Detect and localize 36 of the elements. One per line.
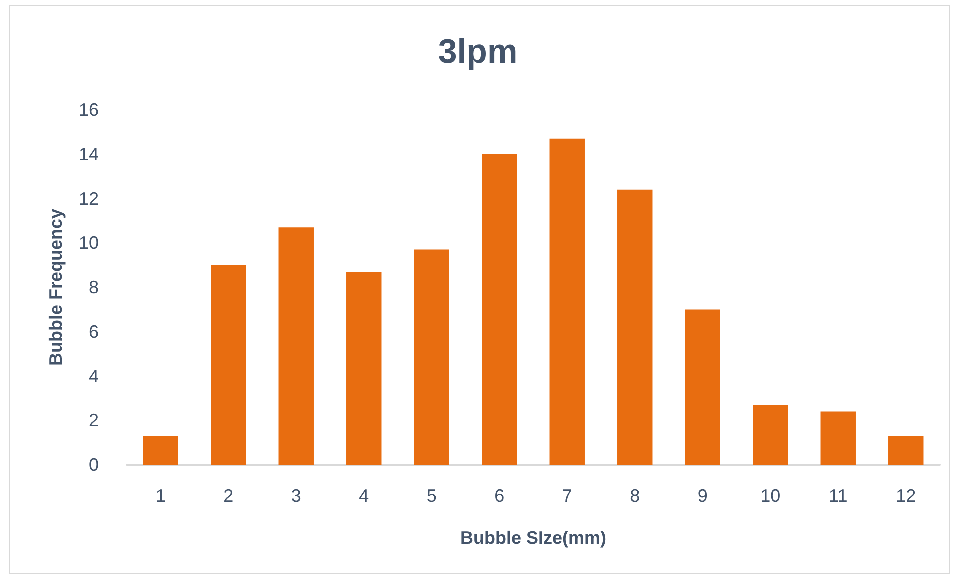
- bar: [685, 310, 720, 465]
- bar: [482, 154, 518, 465]
- bar: [143, 436, 178, 465]
- bar: [278, 228, 314, 465]
- bar: [820, 412, 856, 465]
- x-tick-label: 7: [562, 486, 572, 506]
- bar: [618, 190, 653, 465]
- x-tick-label: 9: [698, 486, 708, 506]
- y-axis-title: Bubble Frequency: [46, 208, 66, 366]
- bar: [414, 250, 450, 465]
- bar: [550, 138, 585, 465]
- y-tick-label: 12: [78, 188, 99, 209]
- x-tick-label: 4: [359, 486, 370, 506]
- x-axis-title: Bubble SIze(mm): [460, 528, 607, 548]
- y-tick-label: 2: [88, 410, 99, 431]
- x-tick-label: 2: [224, 486, 234, 506]
- chart-title: 3lpm: [438, 33, 518, 71]
- y-tick-label: 0: [88, 455, 99, 475]
- x-tick-label: 11: [829, 486, 848, 506]
- y-tick-label: 14: [78, 144, 99, 164]
- x-tick-label: 12: [896, 486, 916, 506]
- y-tick-label: 8: [88, 278, 99, 298]
- bar: [211, 265, 246, 465]
- bar: [888, 436, 924, 465]
- x-tick-label: 6: [494, 486, 505, 506]
- x-tick-label: 5: [426, 486, 437, 506]
- y-tick-label: 10: [78, 233, 99, 254]
- y-tick-label: 16: [78, 100, 99, 120]
- x-tick-label: 8: [630, 486, 640, 506]
- bar: [753, 405, 788, 465]
- x-tick-label: 10: [760, 486, 781, 506]
- y-tick-label: 6: [88, 322, 99, 342]
- y-tick-label: 4: [88, 366, 99, 386]
- x-tick-label: 3: [291, 486, 302, 506]
- x-tick-label: 1: [156, 486, 166, 506]
- bar: [346, 272, 382, 465]
